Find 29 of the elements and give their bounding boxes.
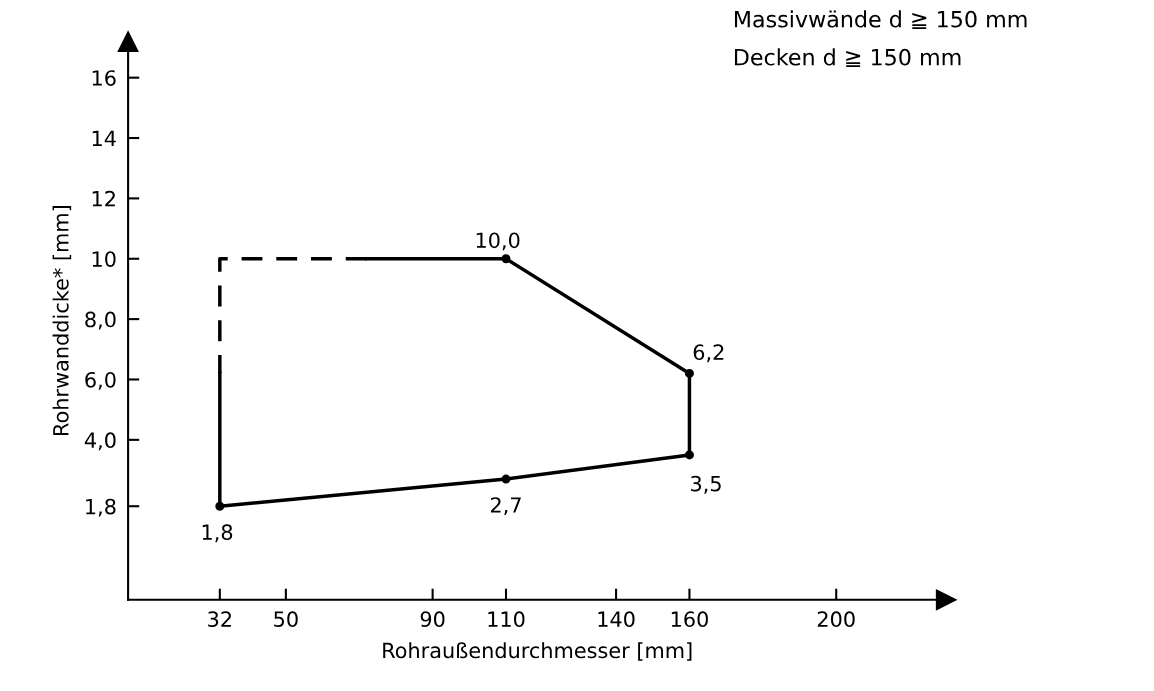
point xyxy=(684,450,694,460)
x-tick-label: 140 xyxy=(598,611,635,628)
annotation: 6,2 xyxy=(693,344,724,363)
y-tick-label: 16 xyxy=(92,70,116,86)
y-tick-label: 4,0 xyxy=(84,432,116,451)
x-tick-label: 32 xyxy=(208,611,231,628)
annotation: 1,8 xyxy=(202,524,233,543)
x-tick-label: 110 xyxy=(488,611,525,628)
annotation: 10,0 xyxy=(476,232,520,251)
y-axis-title: Rohrwanddicke* [mm] xyxy=(52,206,72,435)
x-tick-label: 160 xyxy=(671,611,708,628)
x-tick-label: 90 xyxy=(420,611,445,628)
x-tick-label: 200 xyxy=(817,611,855,628)
x-axis-title: Rohraußendurchmesser [mm] xyxy=(383,642,692,661)
y-tick-label: 10 xyxy=(92,251,116,267)
x-tick-label: 50 xyxy=(274,611,298,628)
point xyxy=(501,254,511,264)
y-tick-label: 6,0 xyxy=(85,371,116,390)
point xyxy=(684,368,694,378)
annotation: 3,5 xyxy=(691,475,721,494)
y-tick-label: 12 xyxy=(92,190,115,207)
annotation: Decken d ≧ 150 mm xyxy=(734,48,961,68)
y-tick-label: 8,0 xyxy=(85,311,116,330)
point xyxy=(215,501,225,511)
text: Massivwände d ≧ 150 mm xyxy=(734,10,1027,30)
point xyxy=(501,474,511,484)
y-tick-label: 14 xyxy=(92,130,116,146)
y-tick-label: 1,8 xyxy=(86,498,116,517)
annotation: 2,7 xyxy=(490,497,521,516)
